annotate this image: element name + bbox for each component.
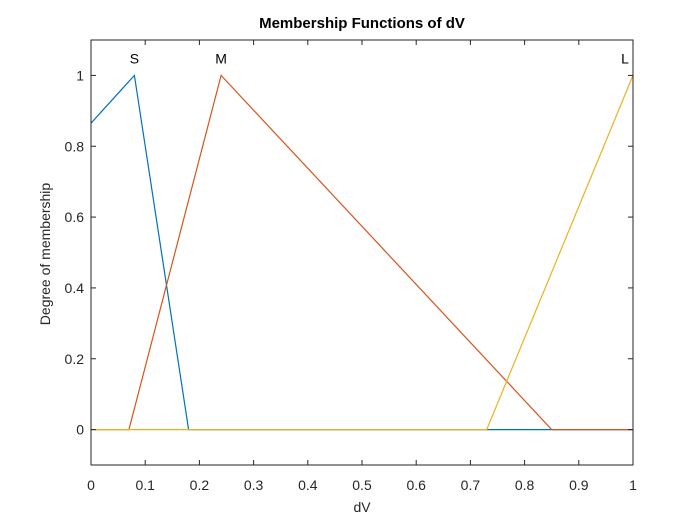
- x-tick-label: 0.6: [406, 477, 426, 493]
- y-tick-label: 1: [76, 67, 84, 83]
- x-tick-label: 0.7: [461, 477, 481, 493]
- y-tick-label: 0.4: [65, 280, 85, 296]
- series-label-L: L: [621, 50, 629, 66]
- ticks-layer: 0 0.1 0.2 0.3 0.4 0.5 0.6 0.7 0.8 0.9 1 0 0.2 0.4 0.6 0…: [65, 40, 637, 493]
- y-axis-label: Degree of membership: [37, 183, 53, 326]
- y-tick-label: 0.8: [65, 138, 85, 154]
- x-axis-label: dV: [353, 499, 371, 515]
- y-tick-label: 0.6: [65, 209, 85, 225]
- y-tick-label: 0: [76, 422, 84, 438]
- chart-title: Membership Functions of dV: [259, 15, 465, 32]
- x-tick-label: 0.5: [352, 477, 372, 493]
- series-line-L: [91, 75, 634, 431]
- x-tick-label: 0.4: [298, 477, 318, 493]
- x-tick-label: 0.3: [244, 477, 264, 493]
- y-tick-label: 0.2: [65, 351, 85, 367]
- series-layer: [90, 74, 634, 431]
- x-tick-label: 1: [629, 477, 637, 493]
- x-tick-label: 0.1: [135, 477, 155, 493]
- x-tick-label: 0.9: [569, 477, 589, 493]
- x-tick-label: 0.2: [190, 477, 210, 493]
- x-tick-label: 0.8: [515, 477, 535, 493]
- series-label-S: S: [130, 50, 139, 66]
- x-tick-label: 0: [87, 477, 95, 493]
- series-label-M: M: [215, 50, 227, 66]
